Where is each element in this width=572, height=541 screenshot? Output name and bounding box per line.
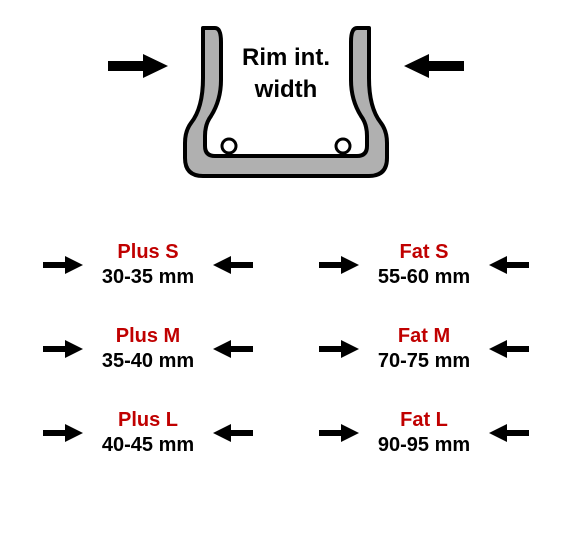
size-cell-fat-l: Fat L 90-95 mm — [306, 408, 542, 458]
arrow-left-icon — [489, 340, 529, 358]
arrow-left-icon — [489, 256, 529, 274]
arrow-left-icon — [489, 424, 529, 442]
size-cell-fat-m: Fat M 70-75 mm — [306, 324, 542, 374]
rim-header: Rim int. width — [126, 18, 446, 198]
arrow-right-icon — [43, 424, 83, 442]
size-cell-plus-m: Plus M 35-40 mm — [30, 324, 266, 374]
rim-hole-right — [336, 139, 350, 153]
arrow-right-icon — [319, 340, 359, 358]
diagram-canvas: Rim int. width Plus S 30-35 mm Fat S 55-… — [0, 0, 572, 541]
size-range: 35-40 mm — [93, 349, 203, 374]
size-range: 70-75 mm — [369, 349, 479, 374]
arrow-right-icon — [319, 256, 359, 274]
size-name: Fat S — [369, 240, 479, 265]
size-range: 55-60 mm — [369, 265, 479, 290]
size-name: Plus L — [93, 408, 203, 433]
size-range: 90-95 mm — [369, 433, 479, 458]
size-cell-plus-l: Plus L 40-45 mm — [30, 408, 266, 458]
size-name: Fat M — [369, 324, 479, 349]
size-name: Plus M — [93, 324, 203, 349]
arrow-right-icon — [319, 424, 359, 442]
size-cell-plus-s: Plus S 30-35 mm — [30, 240, 266, 290]
arrow-left-icon — [404, 54, 464, 78]
size-cell-fat-s: Fat S 55-60 mm — [306, 240, 542, 290]
arrow-left-icon — [213, 424, 253, 442]
arrow-left-icon — [213, 340, 253, 358]
rim-label-line2: width — [255, 76, 318, 103]
rim-label: Rim int. width — [242, 42, 330, 107]
size-grid: Plus S 30-35 mm Fat S 55-60 mm Plus M 35… — [30, 240, 542, 458]
rim-hole-left — [222, 139, 236, 153]
arrow-right-icon — [43, 340, 83, 358]
rim-label-line1: Rim int. — [242, 44, 330, 71]
size-name: Plus S — [93, 240, 203, 265]
size-range: 30-35 mm — [93, 265, 203, 290]
arrow-left-icon — [213, 256, 253, 274]
arrow-right-icon — [108, 54, 168, 78]
size-name: Fat L — [369, 408, 479, 433]
arrow-right-icon — [43, 256, 83, 274]
size-range: 40-45 mm — [93, 433, 203, 458]
